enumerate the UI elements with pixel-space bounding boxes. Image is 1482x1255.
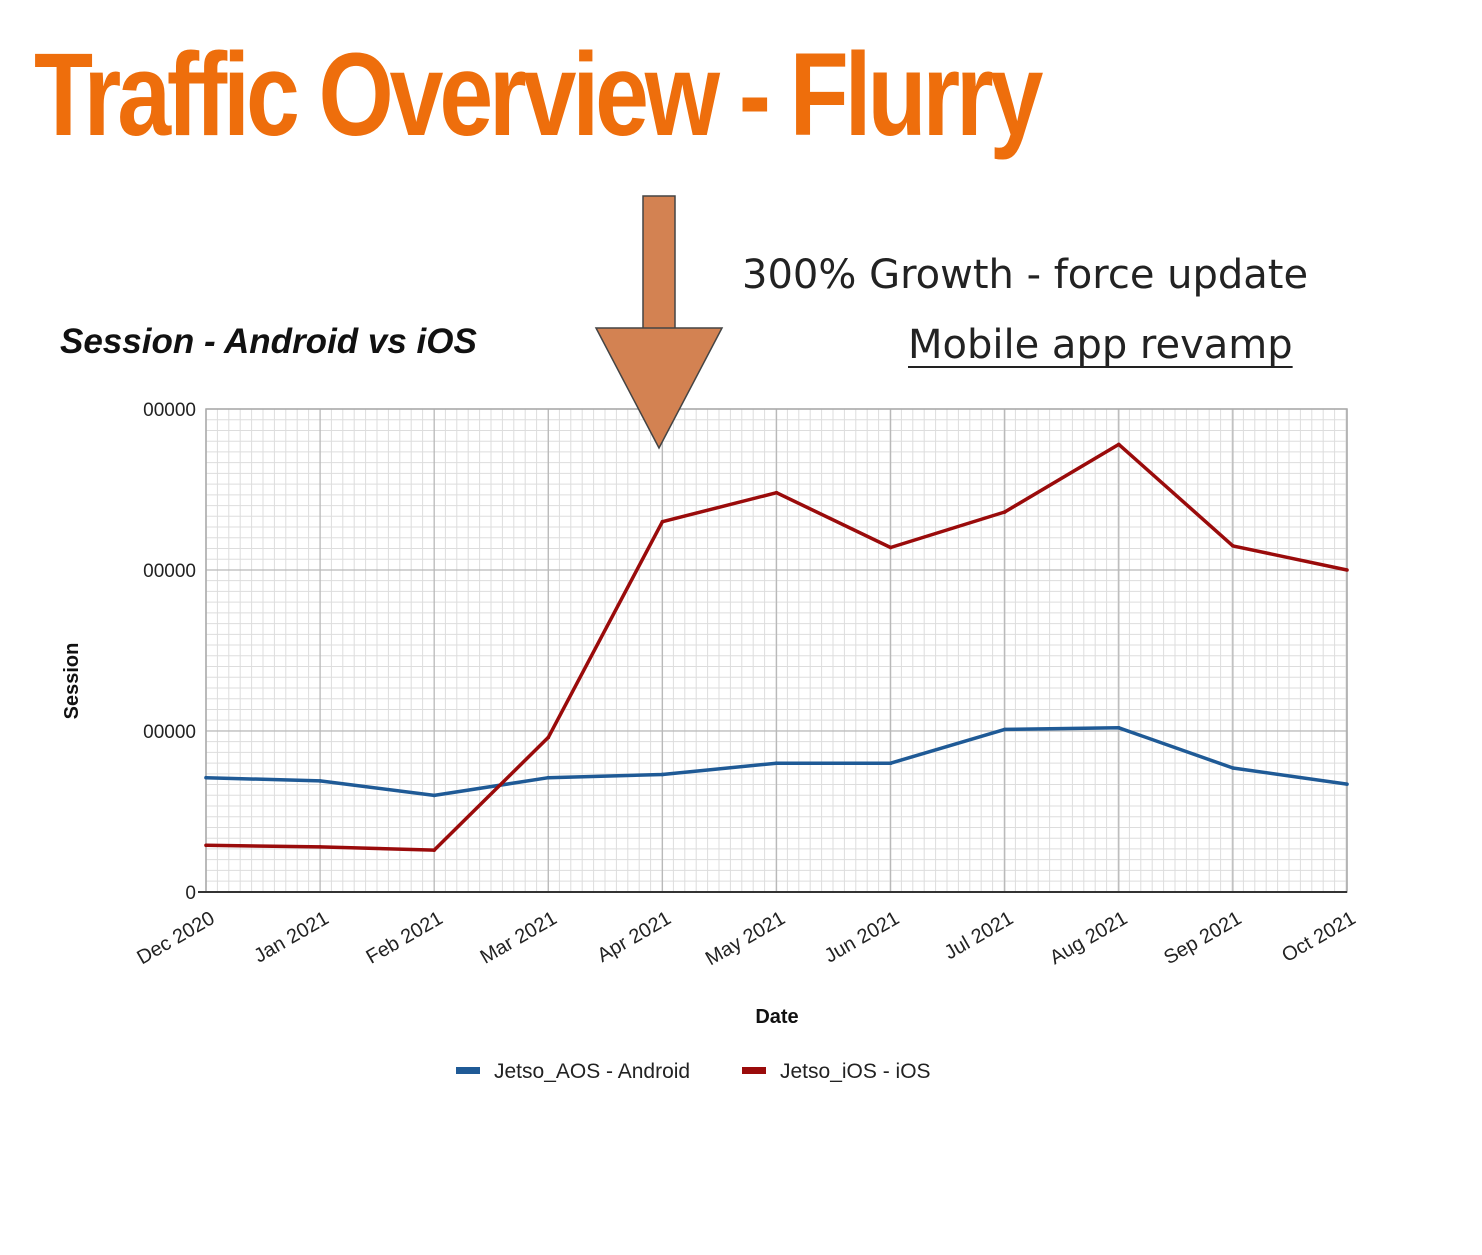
y-tick-label: 0 <box>185 883 196 904</box>
series-point <box>888 761 893 765</box>
y-tick-label: 00000 <box>143 400 196 421</box>
series-point <box>1002 510 1007 514</box>
down-arrow-icon <box>594 195 724 450</box>
series-point <box>774 490 779 495</box>
series-point <box>1345 782 1349 786</box>
series-point <box>1231 766 1235 770</box>
chart-axes <box>198 408 1348 893</box>
x-tick-labels: Dec 2020 Jan 2021 Feb 2021 Mar 2021 Apr 2021… <box>133 907 1359 970</box>
growth-annotation: 300% Growth - force update <box>742 252 1309 298</box>
series-point <box>1345 568 1349 572</box>
x-tick-label: Apr 2021 <box>594 907 675 967</box>
x-tick-label: Aug 2021 <box>1046 907 1131 969</box>
y-axis-label: Session <box>61 643 83 720</box>
chart-legend: Jetso_AOS - Android Jetso_iOS - iOS <box>456 1060 931 1083</box>
series-point <box>888 545 893 550</box>
series-point <box>1231 544 1235 548</box>
series-point <box>774 761 779 765</box>
series-point <box>204 775 208 780</box>
series-point <box>1117 725 1121 730</box>
series-point <box>660 772 665 777</box>
x-tick-label: Mar 2021 <box>477 907 561 968</box>
legend-label: Jetso_iOS - iOS <box>780 1060 931 1083</box>
series-point <box>1002 727 1007 732</box>
x-tick-label: Dec 2020 <box>133 907 218 969</box>
series-point <box>204 843 208 848</box>
revamp-annotation: Mobile app revamp <box>908 322 1293 368</box>
y-tick-label: 00000 <box>143 561 196 582</box>
slide-title: Traffic Overview - Flurry <box>34 29 1043 161</box>
series-point <box>546 775 551 780</box>
x-tick-label: Sep 2021 <box>1160 907 1245 969</box>
series-point <box>318 779 322 783</box>
x-tick-label: Jun 2021 <box>821 907 903 967</box>
series-point <box>660 519 665 524</box>
series-point <box>318 845 322 849</box>
x-axis-label: Date <box>755 1006 798 1028</box>
legend-swatch <box>456 1067 480 1074</box>
legend-swatch <box>742 1067 766 1074</box>
series-point <box>1117 442 1121 447</box>
chart-series <box>204 442 1349 852</box>
x-tick-label: May 2021 <box>702 907 789 970</box>
series-point <box>432 848 437 852</box>
x-tick-label: Oct 2021 <box>1278 907 1359 967</box>
x-tick-label: Feb 2021 <box>363 907 447 968</box>
y-tick-label: 00000 <box>143 722 196 743</box>
x-tick-label: Jul 2021 <box>941 907 1017 964</box>
series-point <box>432 793 437 798</box>
legend-label: Jetso_AOS - Android <box>494 1060 690 1083</box>
x-tick-label: Jan 2021 <box>250 907 332 967</box>
series-point <box>546 735 551 740</box>
chart-title: Session - Android vs iOS <box>60 322 477 361</box>
